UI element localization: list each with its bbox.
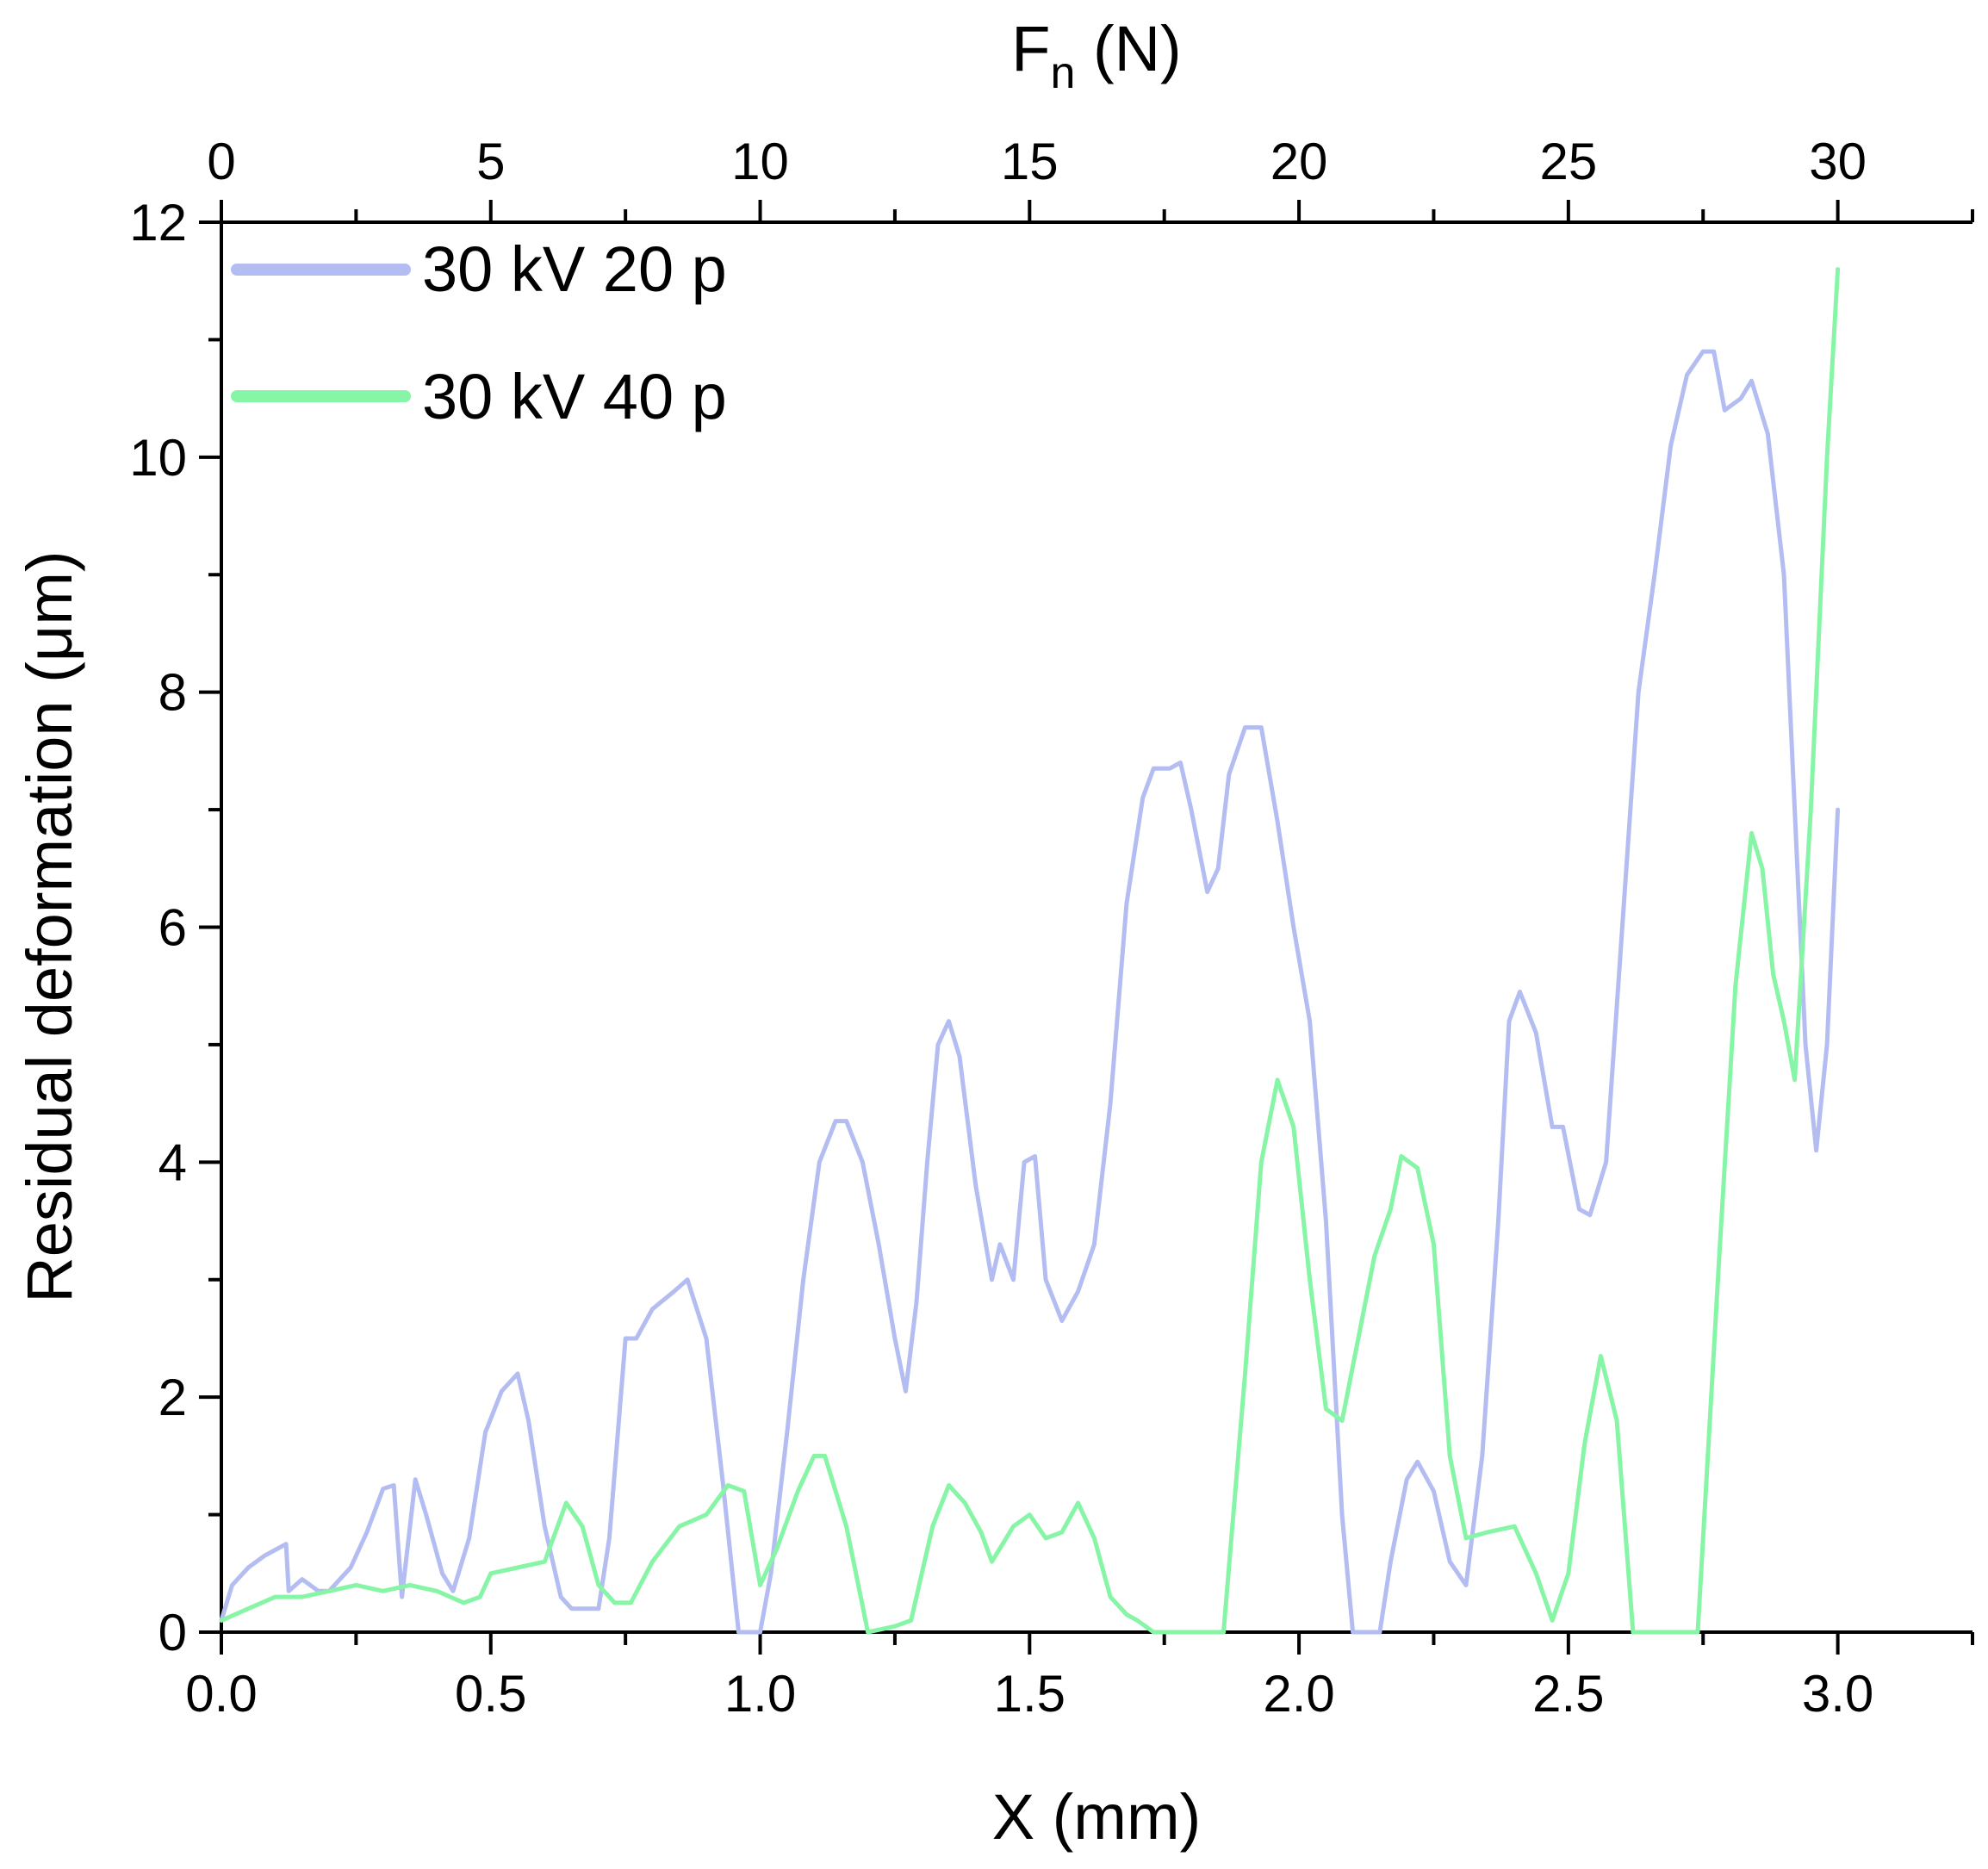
- series-line-2: [219, 267, 1841, 1635]
- x-tick-label: 1.0: [724, 1665, 796, 1723]
- legend: 30 kV 20 p 30 kV 40 p: [231, 233, 727, 432]
- legend-label-series-2: 30 kV 40 p: [422, 361, 727, 432]
- x-axis-ticks: 0.0 0.5 1.0 1.5 2.0 2.5 3.0: [185, 1632, 1974, 1723]
- x-tick-label: 2.5: [1532, 1665, 1604, 1723]
- top-tick-label: 0: [207, 133, 235, 190]
- y-tick-label: 2: [158, 1369, 187, 1426]
- top-axis-title: Fn (N): [1011, 13, 1181, 98]
- top-tick-label: 10: [731, 133, 789, 190]
- top-tick-label: 15: [1001, 133, 1059, 190]
- x-tick-label: 2.0: [1263, 1665, 1334, 1723]
- top-tick-label: 30: [1809, 133, 1867, 190]
- y-tick-label: 6: [158, 899, 187, 957]
- x-tick-label: 0.0: [185, 1665, 257, 1723]
- x-axis-title: X (mm): [992, 1781, 1202, 1853]
- y-tick-label: 10: [129, 429, 187, 487]
- top-axis-title-subscript: n: [1050, 48, 1075, 98]
- top-axis-title-main: F: [1011, 13, 1050, 84]
- top-axis-title-unit: (N): [1075, 13, 1181, 84]
- top-tick-label: 5: [476, 133, 505, 190]
- y-axis-title: Residual deformation (μm): [14, 550, 85, 1302]
- series-line-1: [219, 349, 1841, 1635]
- legend-label-series-1: 30 kV 20 p: [422, 233, 727, 305]
- top-tick-label: 20: [1270, 133, 1328, 190]
- x-tick-label: 3.0: [1802, 1665, 1873, 1723]
- x-tick-label: 1.5: [994, 1665, 1065, 1723]
- y-axis-ticks: 0 2 4 6 8 10 12: [129, 194, 221, 1661]
- top-tick-label: 25: [1539, 133, 1597, 190]
- top-axis-ticks: 0 5 10 15 20 25 30: [207, 133, 1974, 222]
- y-tick-label: 0: [158, 1604, 187, 1661]
- series-group: [219, 267, 1841, 1635]
- y-tick-label: 4: [158, 1133, 187, 1191]
- x-tick-label: 0.5: [455, 1665, 526, 1723]
- y-tick-label: 12: [129, 194, 187, 251]
- y-tick-label: 8: [158, 664, 187, 722]
